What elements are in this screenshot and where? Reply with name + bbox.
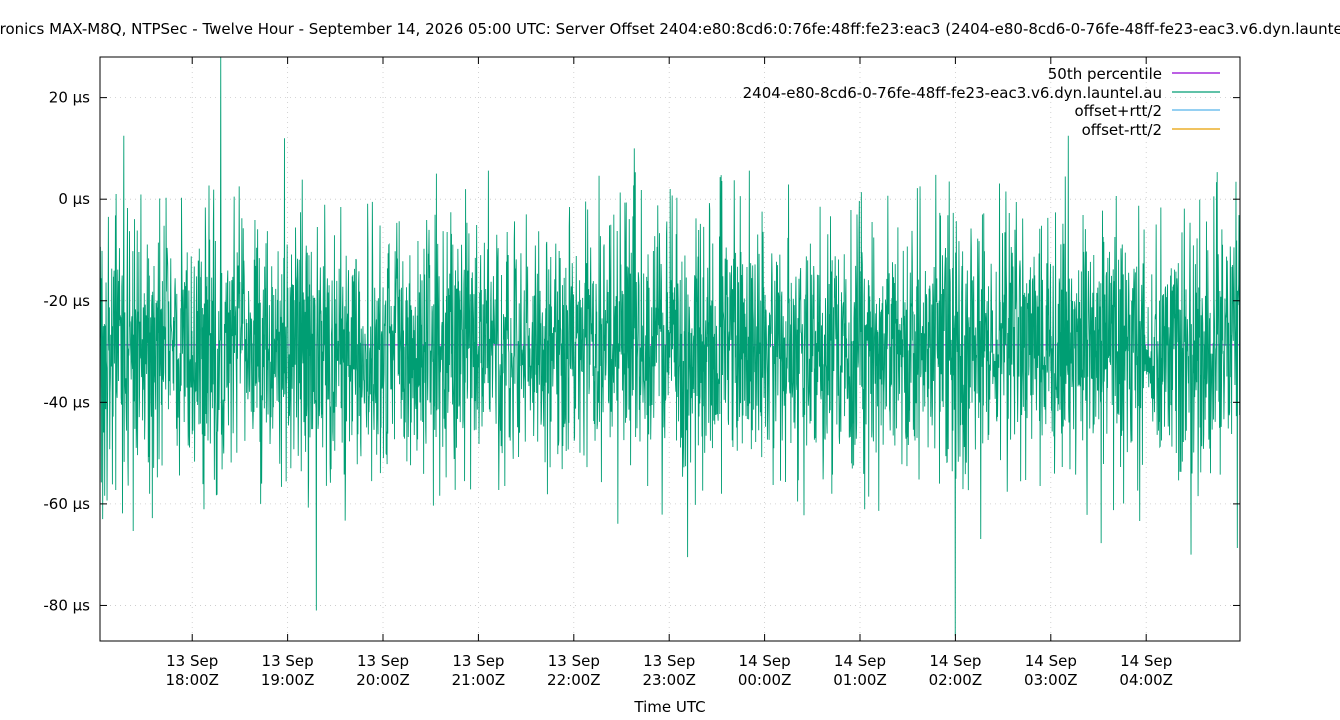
x-tick-label: 21:00Z [452,671,506,689]
x-tick-label: 14 Sep [1120,652,1172,670]
x-tick-label: 13 Sep [548,652,600,670]
x-tick-label: 04:00Z [1119,671,1173,689]
y-tick-label: -20 µs [43,292,90,310]
y-tick-label: 0 µs [58,190,90,208]
y-tick-label: -80 µs [43,596,90,614]
legend-label: offset+rtt/2 [1074,102,1162,120]
x-tick-label: 13 Sep [357,652,409,670]
x-tick-label: 01:00Z [833,671,887,689]
x-tick-label: 14 Sep [929,652,981,670]
x-tick-label: 18:00Z [165,671,219,689]
x-tick-label: 14 Sep [834,652,886,670]
x-tick-label: 13 Sep [166,652,218,670]
legend-label: 2404-e80-8cd6-0-76fe-48ff-fe23-eac3.v6.d… [743,84,1162,102]
y-tick-label: -40 µs [43,393,90,411]
y-tick-label: 20 µs [49,89,90,107]
plot-frame [99,56,1241,642]
x-tick-label: 14 Sep [1025,652,1077,670]
x-tick-label: 13 Sep [643,652,695,670]
x-tick-label: 14 Sep [739,652,791,670]
x-tick-label: 02:00Z [929,671,983,689]
x-tick-label: 00:00Z [738,671,792,689]
x-tick-label: 20:00Z [356,671,410,689]
x-tick-label: 13 Sep [262,652,314,670]
legend-label: 50th percentile [1048,65,1162,83]
x-tick-label: 23:00Z [642,671,696,689]
y-tick-label: -60 µs [43,495,90,513]
legend-label: offset-rtt/2 [1082,121,1162,139]
x-axis-label: Time UTC [633,698,705,716]
chart-title: Uputronics MAX-M8Q, NTPSec - Twelve Hour… [0,20,1340,38]
x-tick-label: 13 Sep [452,652,504,670]
series-line-offset [100,57,1240,636]
x-tick-label: 22:00Z [547,671,601,689]
plot-area [100,57,1240,636]
x-tick-label: 03:00Z [1024,671,1078,689]
x-tick-label: 19:00Z [261,671,315,689]
legend: 50th percentile2404-e80-8cd6-0-76fe-48ff… [743,65,1220,139]
